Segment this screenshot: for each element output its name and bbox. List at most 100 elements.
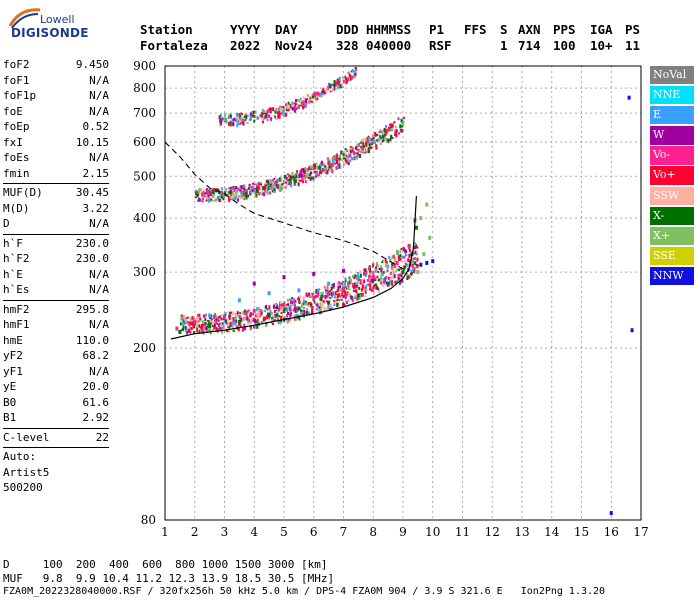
echo-point [254, 318, 257, 323]
header-label: YYYY [230, 22, 261, 37]
echo-point [318, 171, 321, 174]
echo-point [216, 322, 219, 325]
echo-point [366, 151, 369, 154]
header-label: DAY [275, 22, 298, 37]
echo-point [344, 286, 347, 289]
echo-point [348, 73, 351, 77]
echo-point [302, 299, 305, 303]
echo-point [315, 296, 318, 299]
echo-point [280, 177, 283, 180]
echo-point [323, 286, 326, 289]
echo-point [220, 195, 223, 199]
header-label: Station [140, 22, 193, 37]
echo-point [333, 295, 336, 299]
echo-point [311, 167, 314, 171]
echo-point [205, 199, 208, 202]
echo-point [298, 99, 301, 103]
echo-point [360, 140, 363, 143]
echo-point [251, 110, 254, 114]
echo-point [251, 115, 254, 118]
echo-point [254, 187, 257, 190]
echo-point [289, 307, 292, 312]
echo-point [311, 166, 314, 169]
electron-density-profile-line [170, 195, 417, 340]
echo-point [249, 315, 252, 318]
echo-point [235, 324, 238, 329]
echo-point [399, 250, 402, 254]
echo-point [312, 292, 315, 295]
echo-point [373, 140, 376, 145]
echo-point [191, 321, 194, 326]
echo-point [311, 307, 314, 312]
echo-point [335, 166, 338, 171]
echo-point [377, 287, 380, 291]
echo-point [239, 115, 242, 118]
echo-point [356, 143, 359, 147]
echo-point [234, 196, 237, 201]
echo-point [233, 317, 236, 321]
echo-point [332, 83, 335, 87]
echo-point [252, 319, 255, 322]
echo-point [400, 247, 403, 250]
echo-point [323, 163, 326, 166]
echo-point [237, 121, 240, 125]
y-tick-label: 200 [133, 341, 156, 355]
echo-point [354, 66, 357, 69]
echo-point [324, 167, 327, 170]
echo-point [305, 169, 308, 174]
echo-point [355, 275, 358, 279]
echo-point [225, 328, 228, 332]
echo-point [266, 190, 269, 195]
series-point [401, 270, 405, 275]
echo-point [191, 317, 194, 320]
echo-point [416, 246, 419, 249]
echo-point [328, 290, 331, 293]
echo-point [338, 76, 341, 81]
echo-point [220, 121, 223, 126]
echo-point [314, 96, 317, 100]
echo-point [215, 326, 218, 331]
echo-point [289, 319, 292, 323]
echo-point [244, 313, 247, 317]
echo-point [273, 189, 276, 193]
echo-point [378, 289, 381, 294]
header-row-labels: Station YYYY DAY DDD HHMMSS P1 FFS S AXN… [140, 22, 640, 217]
echo-point [265, 189, 268, 193]
echo-point [286, 308, 289, 313]
echo-point [259, 114, 262, 117]
echo-point [231, 318, 234, 323]
echo-point [379, 142, 382, 145]
echo-point [245, 191, 248, 195]
echo-point [181, 328, 184, 331]
param-key: hmF2 [3, 302, 30, 316]
echo-point [364, 295, 367, 298]
echo-point [184, 325, 187, 330]
echo-point [314, 91, 317, 96]
echo-point [375, 144, 378, 148]
echo-point [276, 305, 279, 310]
echo-point [179, 315, 182, 318]
legend-item: X- [650, 206, 694, 225]
series-point [237, 298, 241, 303]
echo-point [382, 283, 385, 288]
echo-point [370, 143, 373, 146]
param-key: foEp [3, 120, 30, 133]
param-row: B0 61.6 [3, 396, 109, 412]
echo-point [408, 249, 411, 253]
echo-point [284, 186, 287, 189]
echo-point [300, 306, 303, 309]
echo-point [204, 322, 207, 327]
legend-item: Vo+ [650, 166, 694, 185]
echo-point [356, 280, 359, 285]
echo-point [239, 324, 242, 328]
echo-point [292, 174, 295, 177]
echo-point [332, 282, 335, 287]
echo-point [230, 195, 233, 199]
echo-point [286, 314, 289, 318]
echo-point [294, 299, 297, 303]
echo-point [381, 129, 384, 132]
echo-point [389, 138, 392, 142]
echo-point [188, 324, 191, 327]
echo-point [248, 187, 251, 190]
echo-point [302, 105, 305, 110]
